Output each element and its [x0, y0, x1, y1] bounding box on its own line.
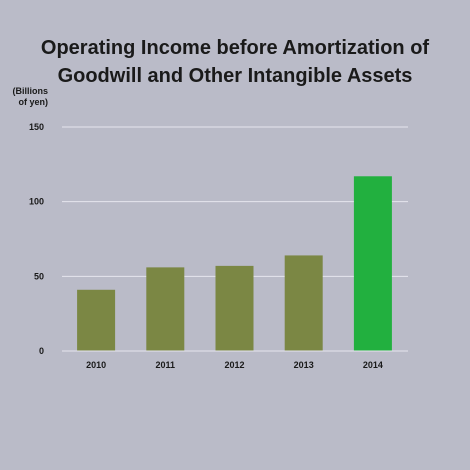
- bar-2013: [284, 255, 323, 351]
- bar-2010: [77, 289, 116, 351]
- x-tick-label: 2013: [294, 360, 314, 370]
- x-tick-label: 2014: [363, 360, 383, 370]
- y-axis-unit-label: (Billions of yen): [12, 86, 49, 107]
- y-tick-label: 50: [34, 271, 44, 281]
- chart-title-line-2: Goodwill and Other Intangible Assets: [57, 65, 413, 87]
- y-tick-label: 0: [39, 346, 44, 356]
- x-tick-label: 2012: [224, 360, 244, 370]
- x-tick-label: 2011: [156, 360, 176, 370]
- bar-2014: [353, 176, 392, 351]
- bar-2012: [215, 265, 254, 351]
- y-tick-label: 100: [29, 197, 44, 207]
- bar-2011: [146, 267, 185, 351]
- chart-title-line-1: Operating Income before Amortization of: [40, 37, 430, 59]
- chart-title: Operating Income before Amortization of …: [0, 34, 470, 90]
- y-tick-label: 150: [29, 122, 44, 132]
- x-tick-label: 2010: [86, 360, 106, 370]
